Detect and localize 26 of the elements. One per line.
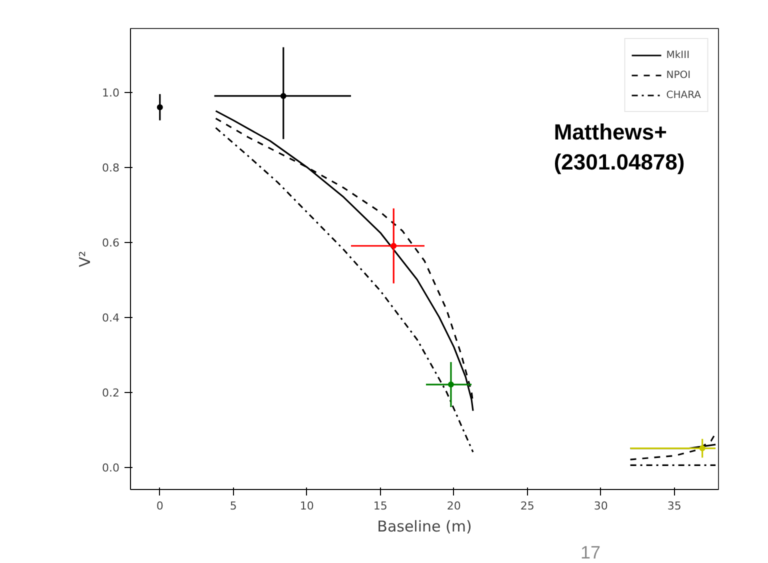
y-tick-label: 0.6 xyxy=(102,236,120,250)
x-tick-label: 5 xyxy=(230,500,237,512)
legend-label: NPOI xyxy=(666,70,691,80)
annotation: Matthews+ (2301.04878) xyxy=(554,120,685,175)
y-tick-label: 0.4 xyxy=(102,312,120,325)
x-tick-label: 25 xyxy=(520,500,534,512)
y-tick-label: 1.0 xyxy=(102,86,120,100)
x-tick-label: 20 xyxy=(446,500,461,512)
point xyxy=(448,382,454,388)
point xyxy=(390,242,397,249)
y-tick-label: 0.0 xyxy=(102,462,120,475)
y-axis-title: V² xyxy=(76,250,94,268)
x-tick-label: 0 xyxy=(156,500,164,512)
x-tick-label: 30 xyxy=(594,500,608,512)
legend-label: MkIII xyxy=(666,50,690,60)
x-axis-title: Baseline (m) xyxy=(377,518,472,536)
legend-label: CHARA xyxy=(666,90,701,100)
text: 17 xyxy=(580,542,601,562)
point xyxy=(156,104,163,110)
x-tick-label: 35 xyxy=(667,500,682,512)
x-tick-label: 15 xyxy=(373,500,388,512)
y-tick-label: 0.8 xyxy=(102,162,120,175)
point xyxy=(699,445,706,452)
point xyxy=(280,92,286,99)
x-tick-label: 10 xyxy=(300,500,314,512)
y-tick-label: 0.2 xyxy=(102,386,120,400)
